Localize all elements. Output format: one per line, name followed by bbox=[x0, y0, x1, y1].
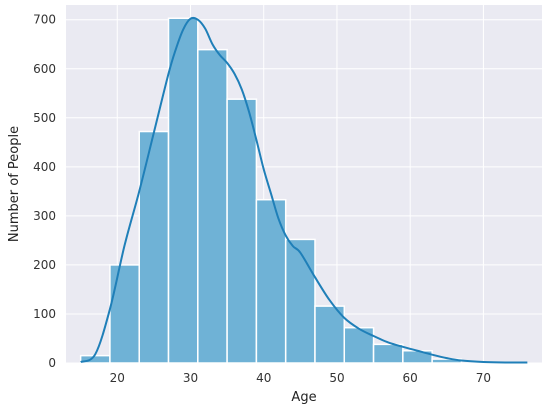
x-tick-label: 40 bbox=[256, 371, 271, 385]
x-tick-label: 50 bbox=[329, 371, 344, 385]
kde-line bbox=[80, 16, 528, 364]
x-tick-label: 30 bbox=[183, 371, 198, 385]
histogram-bars bbox=[79, 17, 463, 364]
histogram-bar bbox=[109, 264, 140, 364]
histogram-bar bbox=[138, 130, 170, 364]
histogram-bar bbox=[314, 305, 346, 364]
x-tick-label: 60 bbox=[403, 371, 418, 385]
y-tick-label: 600 bbox=[33, 62, 56, 76]
x-tick-label: 20 bbox=[110, 371, 125, 385]
y-tick-labels: 0 100 200 300 400 500 600 700 bbox=[33, 13, 56, 370]
x-axis-label: Age bbox=[291, 390, 316, 405]
y-tick-label: 700 bbox=[33, 13, 56, 27]
y-axis-label: Number of People bbox=[7, 126, 22, 242]
y-tick-label: 0 bbox=[48, 356, 56, 370]
y-tick-label: 200 bbox=[33, 258, 56, 272]
x-tick-label: 70 bbox=[476, 371, 491, 385]
histogram-bar bbox=[284, 238, 316, 364]
histogram-bar bbox=[372, 343, 404, 364]
histogram-bar bbox=[167, 17, 199, 364]
y-tick-label: 400 bbox=[33, 160, 56, 174]
histogram-bar bbox=[226, 98, 258, 364]
y-tick-label: 300 bbox=[33, 209, 56, 223]
x-tick-labels: 20 30 40 50 60 70 bbox=[110, 371, 491, 385]
y-tick-label: 100 bbox=[33, 307, 56, 321]
histogram-bar bbox=[197, 48, 228, 364]
y-tick-label: 500 bbox=[33, 111, 56, 125]
